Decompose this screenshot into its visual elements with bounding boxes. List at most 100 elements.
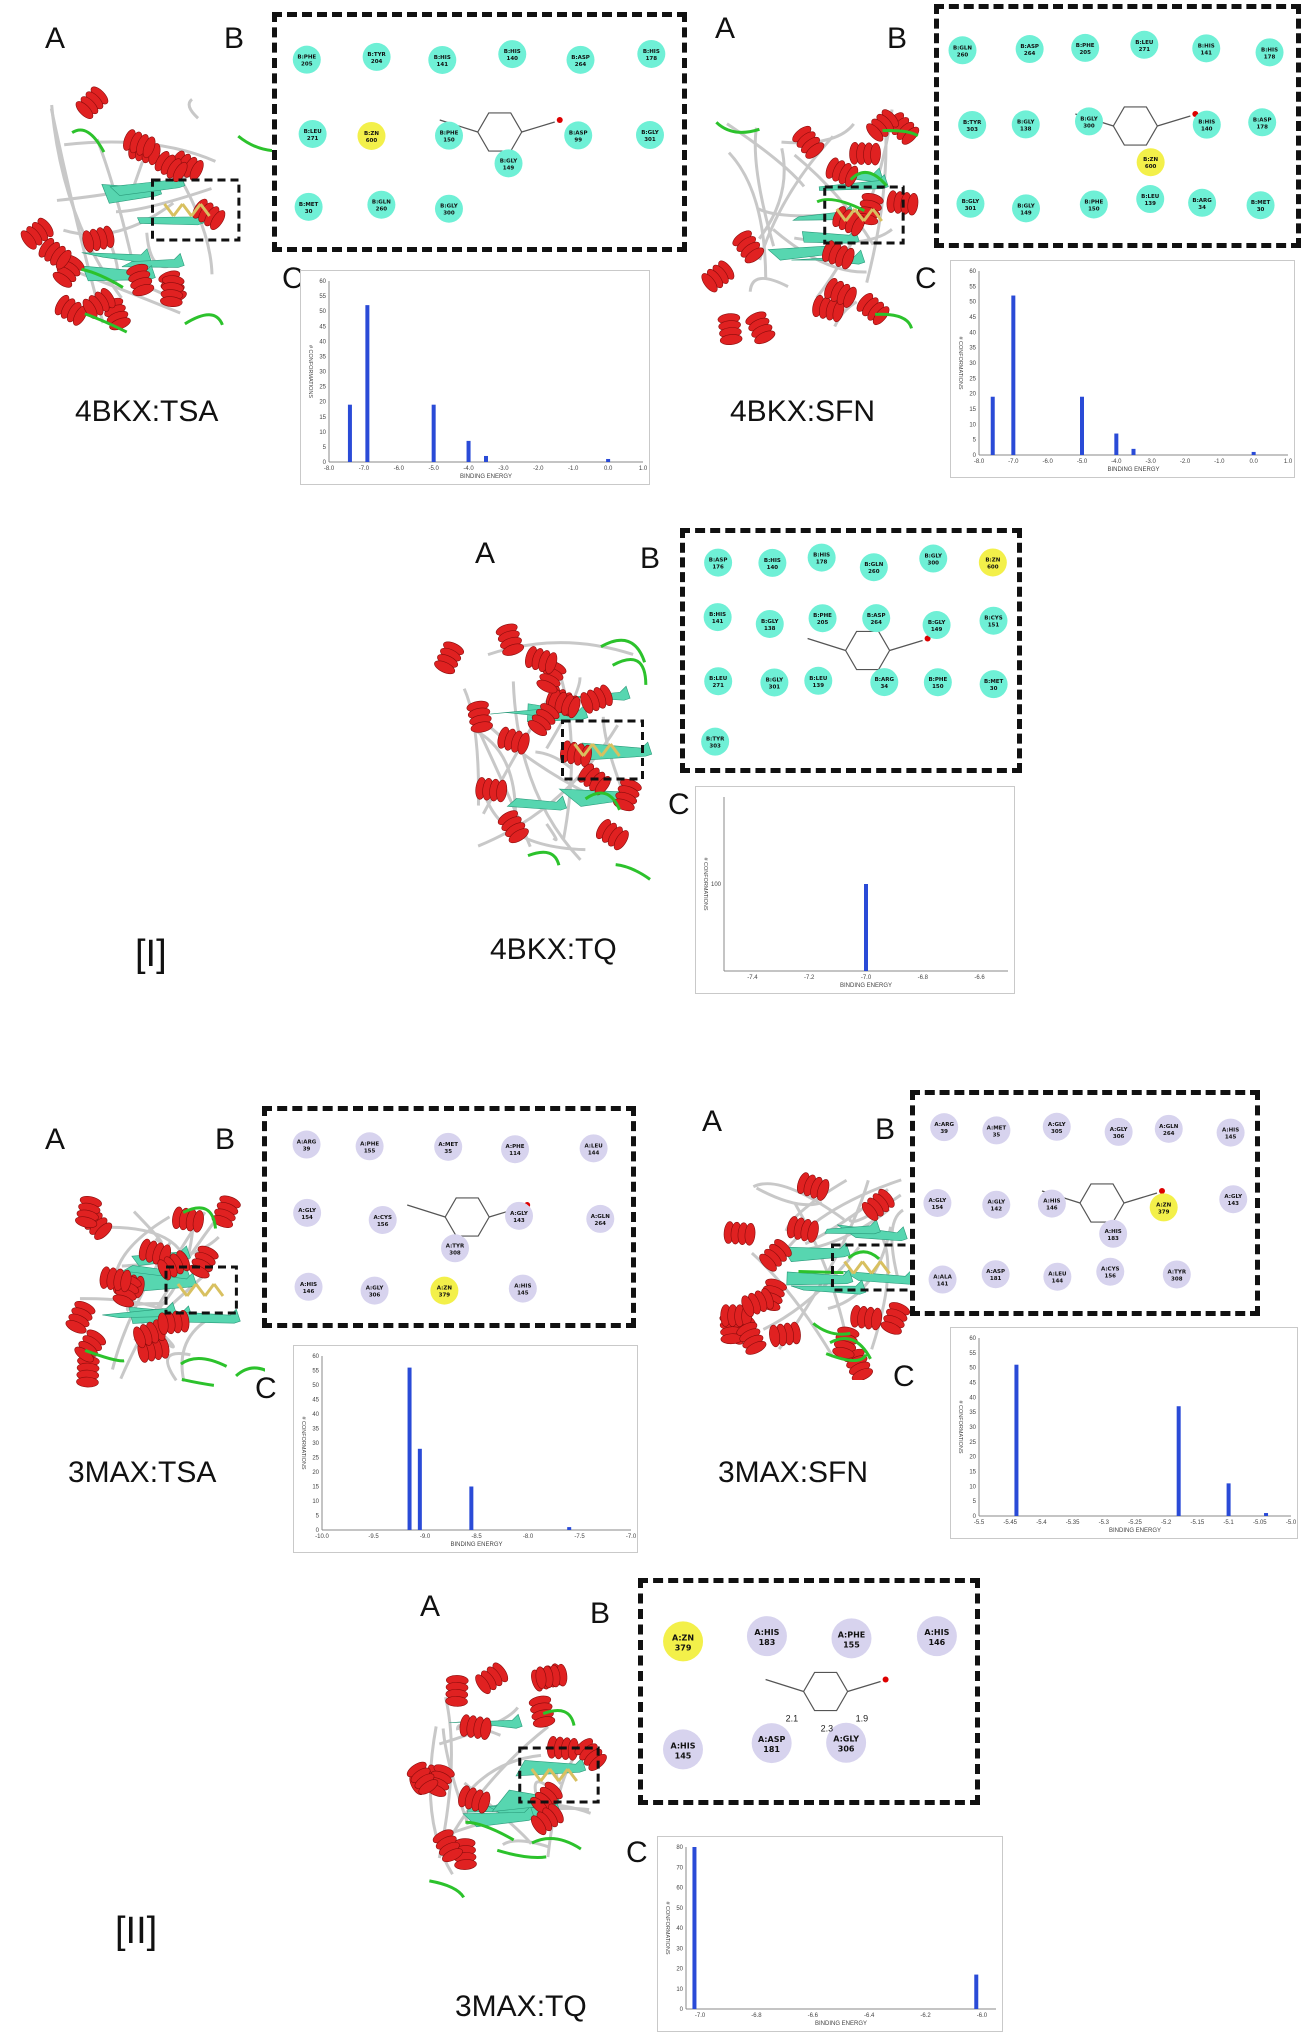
svg-text:141: 141: [712, 619, 724, 625]
svg-text:260: 260: [868, 569, 880, 575]
complex-label-4bkx-tq: 4BKX:TQ: [490, 933, 617, 966]
svg-text:B:HIS: B:HIS: [1198, 43, 1215, 49]
y-tick-label: 20: [319, 400, 326, 406]
panel-letter-a: A: [702, 1105, 723, 1138]
protein-structure-4bkx-tsa: [20, 86, 274, 334]
x-tick-label: -6.8: [751, 2013, 762, 2019]
svg-text:A:PHE: A:PHE: [360, 1141, 379, 1147]
svg-text:B:LEU: B:LEU: [1141, 194, 1159, 200]
panel-letter-b: B: [875, 1113, 896, 1146]
x-axis-label: BINDING ENERGY: [815, 2021, 867, 2027]
x-tick-label: -5.2: [1161, 1520, 1172, 1526]
bar: [1251, 451, 1256, 455]
loop-segment: [829, 1337, 872, 1360]
panel-letter-c: C: [915, 262, 937, 295]
svg-text:A:TYR: A:TYR: [446, 1243, 465, 1249]
protein-structure-3max-tq: [406, 1662, 607, 1899]
x-tick-label: 1.0: [639, 466, 648, 472]
svg-text:155: 155: [364, 1148, 376, 1154]
ligand-sticks: [163, 203, 211, 217]
svg-text:141: 141: [1201, 50, 1213, 56]
y-axis-label: # CONFORMATIONS: [300, 1416, 306, 1469]
alpha-helix: [445, 1675, 469, 1707]
svg-text:181: 181: [990, 1276, 1002, 1282]
alpha-helix: [82, 288, 116, 319]
y-tick-label: 55: [312, 1369, 319, 1375]
ligand-sticks: [843, 1260, 891, 1275]
x-tick-label: -5.0: [1286, 1520, 1297, 1526]
alpha-helix: [38, 237, 72, 270]
svg-text:144: 144: [1052, 1279, 1064, 1285]
svg-text:A:HIS: A:HIS: [754, 1628, 779, 1637]
svg-text:183: 183: [1107, 1236, 1119, 1242]
interaction-diagram-4bkx-tq: B:ASP 176 B:HIS 140 B:HIS 178 B:GLN 260 B:GLY 300…: [680, 528, 1022, 773]
svg-text:114: 114: [509, 1151, 521, 1157]
interaction-diagram-3max-tsa: A:ARG 39 A:PHE 155 A:MET 35 A:PHE 114 A:LEU 144 A:…: [262, 1106, 636, 1328]
alpha-helix: [530, 1803, 564, 1836]
y-tick-label: 25: [969, 1440, 976, 1446]
svg-text:B:TYR: B:TYR: [367, 52, 386, 58]
svg-text:140: 140: [767, 565, 779, 571]
svg-text:39: 39: [303, 1147, 311, 1153]
bar: [567, 1527, 572, 1530]
y-tick-label: 50: [969, 300, 976, 306]
y-tick-label: 40: [676, 1926, 683, 1932]
y-tick-label: 5: [323, 445, 327, 451]
svg-text:264: 264: [1163, 1131, 1175, 1137]
alpha-helix: [75, 1195, 102, 1228]
y-tick-label: 25: [312, 1456, 319, 1462]
y-tick-label: 20: [312, 1470, 319, 1476]
alpha-helix: [849, 142, 881, 166]
coil-segment: [758, 148, 786, 240]
x-tick-label: -5.1: [1223, 1520, 1234, 1526]
alpha-helix: [475, 1662, 509, 1695]
loop-segment: [184, 313, 224, 326]
y-axis-label: # CONFORMATIONS: [957, 1400, 963, 1453]
svg-text:156: 156: [377, 1222, 389, 1228]
bar: [1014, 1364, 1019, 1516]
x-tick-label: -7.2: [804, 975, 815, 981]
y-tick-label: 5: [316, 1514, 320, 1520]
svg-text:A:LEU: A:LEU: [584, 1143, 602, 1149]
binding-pocket-box: [518, 1746, 600, 1804]
svg-text:B:PHE: B:PHE: [928, 677, 947, 683]
svg-text:A:CYS: A:CYS: [1101, 1267, 1120, 1273]
svg-text:A:ARG: A:ARG: [934, 1122, 954, 1128]
svg-text:303: 303: [709, 744, 721, 750]
bar: [1176, 1406, 1181, 1516]
x-tick-label: 0.0: [1249, 459, 1258, 465]
svg-text:B:GLY: B:GLY: [962, 199, 981, 205]
panel-letter-c: C: [893, 1360, 915, 1393]
svg-text:A:ZN: A:ZN: [1156, 1202, 1172, 1208]
svg-text:B:GLY: B:GLY: [1017, 203, 1036, 209]
x-tick-label: -5.0: [1077, 459, 1088, 465]
x-tick-label: -8.0: [324, 466, 335, 472]
svg-text:B:LEU: B:LEU: [1135, 40, 1153, 46]
bar: [1080, 396, 1084, 455]
svg-text:B:GLY: B:GLY: [924, 554, 943, 560]
x-tick-label: -7.0: [359, 466, 370, 472]
y-tick-label: 55: [319, 294, 326, 300]
y-tick-label: 50: [319, 309, 326, 315]
svg-text:140: 140: [1201, 127, 1213, 133]
bar: [864, 884, 868, 971]
y-tick-label: 55: [969, 284, 976, 290]
y-axis-label: # CONFORMATIONS: [702, 857, 708, 910]
interaction-diagram-4bkx-tsa: B:PHE 205 B:TYR 204 B:HIS 141 B:HIS 140 B:ASP 264…: [272, 12, 687, 252]
alpha-helix: [769, 1321, 801, 1348]
